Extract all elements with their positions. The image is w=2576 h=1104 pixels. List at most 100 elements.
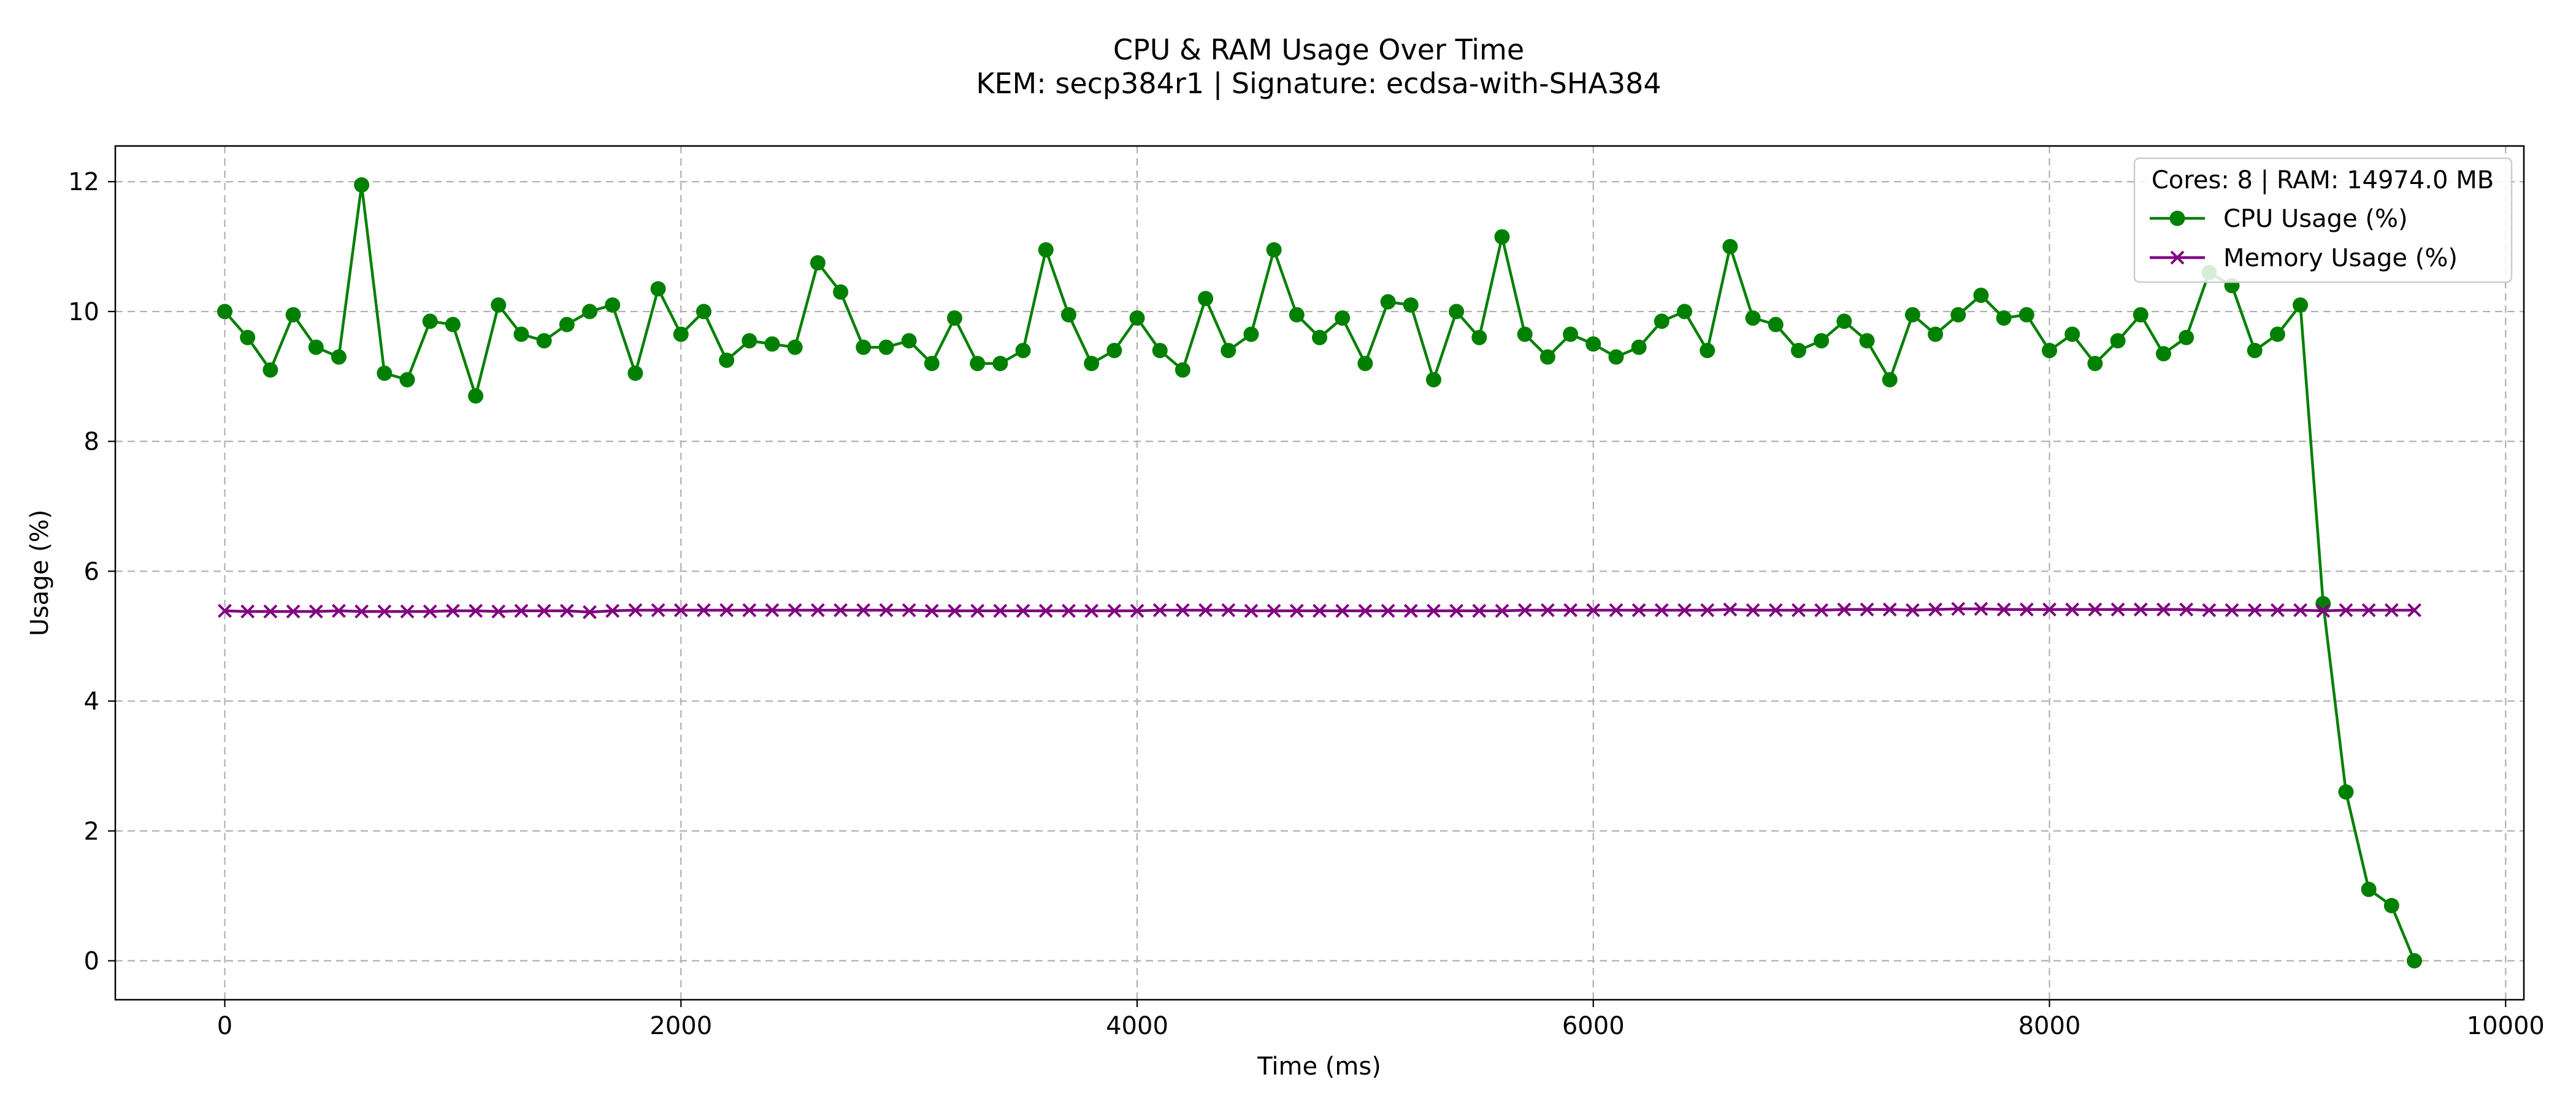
memory-point xyxy=(2293,603,2307,618)
memory-point xyxy=(1768,603,1783,618)
memory-point xyxy=(1723,602,1738,617)
y-axis-label: Usage (%) xyxy=(26,510,54,637)
cpu-point xyxy=(1677,304,1692,320)
x-tick-label: 8000 xyxy=(2018,1012,2081,1040)
memory-point xyxy=(1244,604,1259,618)
cpu-point xyxy=(1608,349,1624,365)
memory-point xyxy=(2019,602,2034,617)
cpu-point xyxy=(1814,333,1830,349)
y-tick-label: 12 xyxy=(68,168,99,196)
memory-point xyxy=(1951,602,1966,616)
memory-point xyxy=(2384,603,2399,618)
cpu-point xyxy=(673,326,689,342)
memory-point xyxy=(2156,602,2171,617)
memory-point xyxy=(1540,603,1555,618)
memory-point xyxy=(902,603,916,618)
memory-point xyxy=(583,605,597,619)
memory-point xyxy=(1860,602,1874,617)
memory-point xyxy=(1107,604,1122,618)
memory-point xyxy=(1016,604,1030,618)
cpu-point xyxy=(2087,356,2103,372)
memory-point xyxy=(309,604,323,619)
legend-box xyxy=(2133,157,2513,283)
memory-point xyxy=(856,603,871,618)
cpu-point xyxy=(1175,362,1190,378)
cpu-legend-label: CPU Usage (%) xyxy=(2223,205,2408,233)
memory-point xyxy=(719,603,734,618)
memory-point xyxy=(2225,603,2239,618)
memory-point xyxy=(1313,604,1327,618)
legend-entries: CPU Usage (%) Memory Usage (%) xyxy=(2150,205,2458,272)
cpu-point xyxy=(742,333,757,349)
cpu-point xyxy=(627,365,643,381)
cpu-point xyxy=(1152,342,1168,358)
cpu-point xyxy=(1745,310,1761,326)
cpu-point xyxy=(1950,307,1966,323)
y-tick-label: 0 xyxy=(84,947,99,975)
memory-point xyxy=(742,603,757,618)
cpu-point xyxy=(1425,372,1441,388)
memory-point xyxy=(697,603,711,618)
cpu-point xyxy=(285,307,301,323)
cpu-point xyxy=(856,339,872,355)
memory-point xyxy=(332,604,346,618)
cpu-point xyxy=(1221,342,1236,358)
cpu-point xyxy=(1790,342,1806,358)
cpu-point xyxy=(924,356,940,372)
x-tick-label: 4000 xyxy=(1106,1012,1168,1040)
axis-ticks: 0 2000 4000 6000 8000 10000 0 2 4 6 8 10 12 xyxy=(68,168,2545,1040)
cpu-point xyxy=(2383,898,2399,914)
cpu-point xyxy=(1357,356,1373,372)
cpu-point xyxy=(2155,346,2171,362)
memory-point xyxy=(628,603,643,618)
cpu-point xyxy=(2407,953,2422,968)
memory-point xyxy=(514,604,529,618)
memory-point xyxy=(1609,603,1623,618)
cpu-point xyxy=(240,329,256,345)
y-tick-label: 2 xyxy=(84,818,99,846)
memory-point xyxy=(1654,603,1669,618)
memory-point xyxy=(1152,603,1167,618)
cpu-point xyxy=(1882,372,1898,388)
memory-point xyxy=(788,603,802,618)
memory-point xyxy=(1905,603,1920,618)
cpu-point xyxy=(1836,313,1852,329)
cpu-point xyxy=(992,356,1008,372)
chart-title: CPU & RAM Usage Over Time xyxy=(1113,33,1524,66)
memory-point xyxy=(1175,603,1190,618)
cpu-point xyxy=(2133,307,2149,323)
memory-point xyxy=(1403,604,1418,618)
memory-point xyxy=(1928,602,1942,617)
legend-title: Cores: 8 | RAM: 14974.0 MB xyxy=(2152,166,2494,194)
cpu-point xyxy=(605,297,621,313)
memory-point xyxy=(2316,604,2331,618)
cpu-point xyxy=(1380,294,1396,310)
cpu-point xyxy=(2338,784,2354,800)
memory-legend-marker xyxy=(2170,250,2185,265)
cpu-point xyxy=(947,310,962,326)
memory-point xyxy=(2339,603,2353,618)
cpu-point xyxy=(2269,326,2285,342)
memory-point xyxy=(2042,602,2057,617)
cpu-point xyxy=(878,339,894,355)
cpu-point xyxy=(491,297,507,313)
memory-point xyxy=(1084,604,1099,618)
memory-point xyxy=(673,603,688,618)
memory-point xyxy=(1038,604,1053,618)
cpu-point xyxy=(2315,596,2331,611)
memory-point xyxy=(286,604,301,619)
cpu-point xyxy=(422,313,438,329)
cpu-point xyxy=(1198,291,1214,307)
memory-point xyxy=(1472,604,1487,618)
memory-point xyxy=(1130,604,1144,618)
cpu-point xyxy=(696,304,711,320)
cpu-point xyxy=(1243,326,1259,342)
y-tick-label: 6 xyxy=(84,558,99,586)
cpu-point xyxy=(513,326,529,342)
cpu-series xyxy=(217,177,2422,968)
cpu-point xyxy=(1312,329,1327,345)
memory-point xyxy=(1381,604,1395,618)
memory-point xyxy=(1563,603,1577,618)
